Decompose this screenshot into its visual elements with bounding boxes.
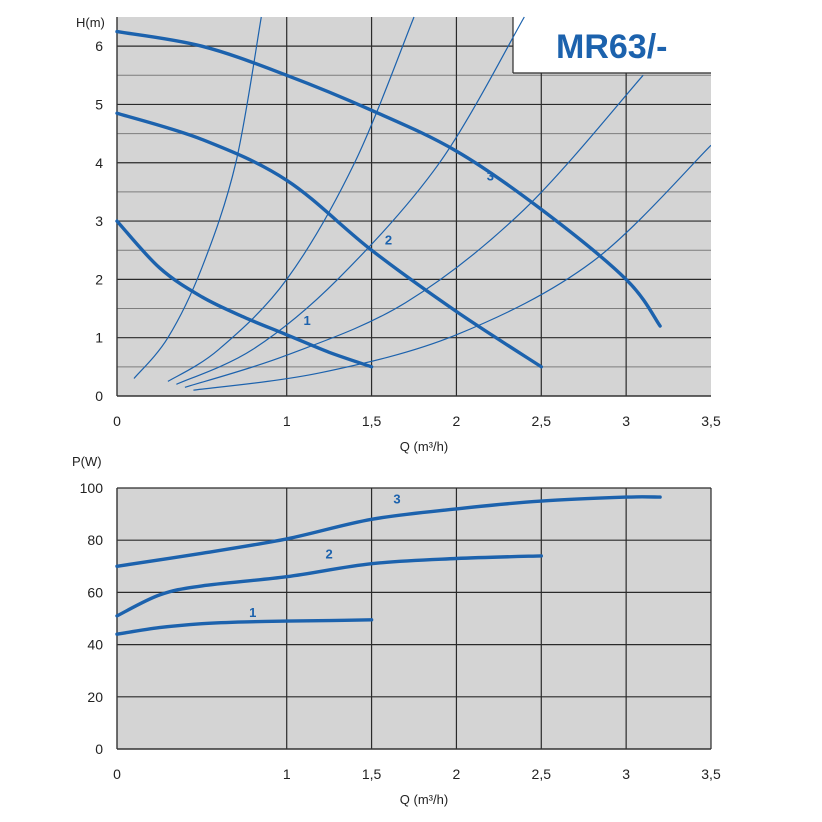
y-tick-label: 20 bbox=[87, 689, 103, 705]
y-tick-label: 60 bbox=[87, 584, 103, 600]
head-chart-curve-2 bbox=[115, 111, 543, 369]
x-tick-label: 1 bbox=[283, 413, 291, 429]
y-tick-label: 0 bbox=[95, 388, 103, 404]
power-chart-curve-3 bbox=[115, 495, 662, 568]
head-chart-tick-labels: 0 1 1,5 2 2,5 3 3,5 0 1 2 3 4 5 6 bbox=[95, 38, 721, 429]
head-chart-curve-label-2: 2 bbox=[385, 232, 392, 247]
head-axis-label: H(m) bbox=[76, 15, 105, 30]
system-curve-5 bbox=[193, 144, 711, 391]
x-tick-label: 2 bbox=[453, 766, 461, 782]
system-curves bbox=[133, 16, 711, 391]
power-chart-curve-label-2: 2 bbox=[326, 546, 333, 561]
power-chart-series: 1 2 3 bbox=[115, 492, 662, 636]
x-tick-label: 0 bbox=[113, 766, 121, 782]
power-chart-curve-1 bbox=[115, 618, 374, 636]
power-chart-curve-label-1: 1 bbox=[249, 605, 256, 620]
y-tick-label: 2 bbox=[95, 271, 103, 287]
x-tick-label: 2 bbox=[453, 413, 461, 429]
y-tick-label: 5 bbox=[95, 96, 103, 112]
x-tick-label: 2,5 bbox=[532, 766, 552, 782]
y-tick-label: 100 bbox=[80, 480, 104, 496]
system-curve-2 bbox=[167, 16, 415, 382]
y-tick-label: 0 bbox=[95, 741, 103, 757]
system-curve-4 bbox=[184, 74, 644, 388]
x-tick-label: 3,5 bbox=[701, 766, 721, 782]
power-chart-curve-2 bbox=[115, 554, 543, 618]
x-tick-label: 3,5 bbox=[701, 413, 721, 429]
y-tick-label: 1 bbox=[95, 330, 103, 346]
x-tick-label: 1,5 bbox=[362, 413, 382, 429]
power-chart-grid bbox=[116, 487, 712, 750]
power-chart-tick-labels: 0 1 1,5 2 2,5 3 3,5 0 20 40 60 80 100 bbox=[80, 480, 721, 782]
head-chart: 1 2 3 0 1 1,5 2 2,5 3 3,5 0 1 2 3 4 5 6 H(m) Q (m³/h) M… bbox=[76, 15, 721, 454]
head-chart-plot-area bbox=[117, 17, 711, 396]
title-box bbox=[513, 17, 711, 73]
y-tick-label: 6 bbox=[95, 38, 103, 54]
power-chart-curve-label-3: 3 bbox=[393, 492, 400, 507]
y-tick-label: 4 bbox=[95, 155, 103, 171]
y-tick-label: 3 bbox=[95, 213, 103, 229]
head-chart-curve-1 bbox=[115, 219, 374, 369]
power-chart-plot-area bbox=[117, 488, 711, 749]
x-tick-label: 1,5 bbox=[362, 766, 382, 782]
x-tick-label: 1 bbox=[283, 766, 291, 782]
x-tick-label: 3 bbox=[622, 766, 630, 782]
y-tick-label: 80 bbox=[87, 532, 103, 548]
x-tick-label: 3 bbox=[622, 413, 630, 429]
model-title: MR63/- bbox=[556, 28, 667, 66]
system-curve-3 bbox=[176, 16, 525, 385]
power-chart: 1 2 3 0 1 1,5 2 2,5 3 3,5 0 20 40 60 80 100 P(W) Q (m³… bbox=[72, 454, 721, 807]
x-tick-label: 2,5 bbox=[532, 413, 552, 429]
head-chart-curve-label-1: 1 bbox=[303, 313, 310, 328]
head-chart-series: 1 2 3 bbox=[115, 29, 662, 369]
head-chart-x-axis-label: Q (m³/h) bbox=[400, 439, 448, 454]
head-chart-curve-label-3: 3 bbox=[487, 168, 494, 183]
power-chart-x-axis-label: Q (m³/h) bbox=[400, 792, 448, 807]
y-tick-label: 40 bbox=[87, 637, 103, 653]
x-tick-label: 0 bbox=[113, 413, 121, 429]
head-chart-curve-3 bbox=[115, 29, 662, 328]
head-chart-grid bbox=[116, 17, 711, 397]
power-axis-label: P(W) bbox=[72, 454, 102, 469]
system-curve-1 bbox=[133, 16, 262, 379]
